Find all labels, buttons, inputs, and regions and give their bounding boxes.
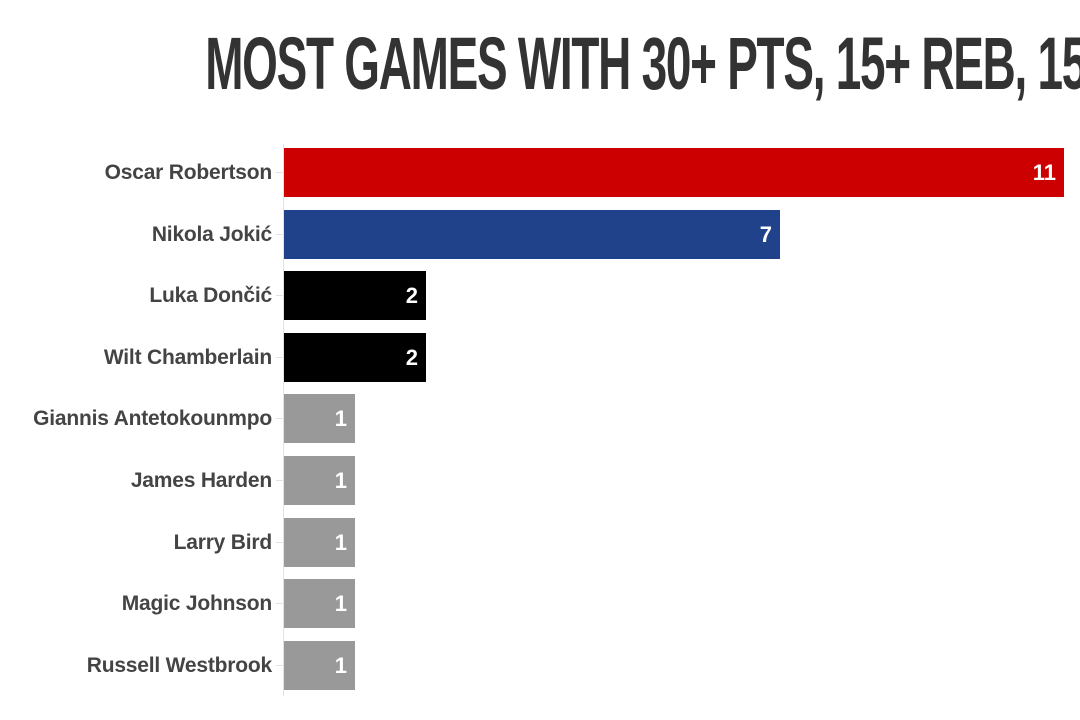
category-label: Nikola Jokić (151, 222, 272, 246)
axis-tick (276, 233, 283, 235)
category-label: Luka Dončić (149, 284, 272, 308)
bar: 1 (284, 517, 355, 567)
y-axis-line (283, 144, 284, 696)
category-label: Larry Bird (173, 530, 273, 554)
value-label: 1 (334, 591, 347, 617)
bar-row: Oscar Robertson 11 (0, 148, 1080, 197)
bar-chart: Oscar Robertson 11 Nikola Jokić 7 Luka Donči… (0, 140, 1080, 700)
category-label: Wilt Chamberlain (103, 345, 272, 369)
bar-row: Magic Johnson 1 (0, 579, 1080, 629)
bar-row: James Harden 1 (0, 456, 1080, 505)
bar: 2 (284, 271, 426, 321)
category-label: Giannis Antetokounmpo (33, 407, 272, 431)
value-label: 1 (334, 652, 347, 678)
bar-row: Wilt Chamberlain 2 (0, 332, 1080, 382)
bar-row: Giannis Antetokounmpo 1 (0, 394, 1080, 444)
chart-title: MOST GAMES WITH 30+ PTS, 15+ REB, 15+ AS… (205, 22, 1080, 105)
category-label: Russell Westbrook (86, 653, 272, 677)
value-label: 2 (405, 283, 418, 309)
axis-tick (276, 664, 283, 666)
category-label: James Harden (130, 469, 272, 492)
axis-tick (276, 480, 283, 481)
bar-row: Nikola Jokić 7 (0, 209, 1080, 259)
axis-tick (276, 418, 283, 420)
value-label: 2 (405, 344, 418, 370)
value-label: 11 (1032, 160, 1056, 185)
bar-row: Luka Dončić 2 (0, 271, 1080, 321)
axis-tick (276, 295, 283, 297)
bar: 2 (284, 332, 426, 382)
bar: 11 (284, 148, 1064, 197)
bar: 7 (284, 209, 780, 259)
axis-tick (276, 356, 283, 358)
bar-row: Larry Bird 1 (0, 517, 1080, 567)
axis-tick (276, 172, 283, 173)
bar: 1 (284, 394, 355, 444)
value-label: 1 (334, 468, 347, 493)
value-label: 1 (334, 406, 347, 432)
category-label: Magic Johnson (121, 592, 272, 616)
value-label: 7 (759, 221, 772, 247)
axis-tick (276, 603, 283, 605)
bar: 1 (284, 579, 355, 629)
bar: 1 (284, 456, 355, 505)
value-label: 1 (334, 529, 347, 555)
bar: 1 (284, 640, 355, 690)
bar-row: Russell Westbrook 1 (0, 640, 1080, 690)
category-label: Oscar Robertson (104, 161, 273, 184)
axis-tick (276, 541, 283, 543)
